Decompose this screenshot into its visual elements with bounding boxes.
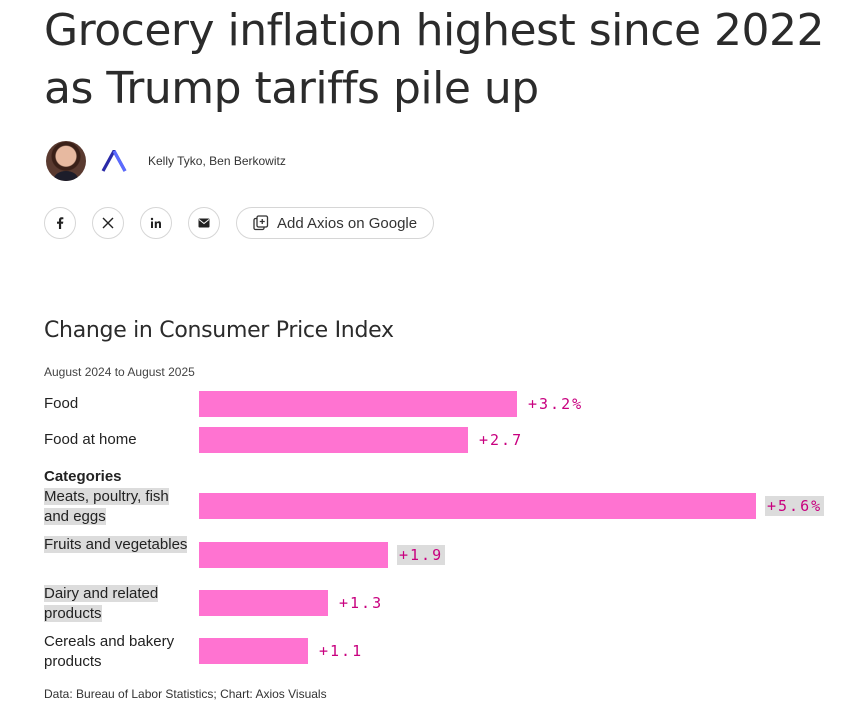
value-label: +3.2% (528, 395, 584, 413)
headline: Grocery inflation highest since 2022 as … (44, 5, 825, 114)
value-label: +2.7 (479, 431, 524, 449)
category-label: Cereals and bakery products (44, 633, 175, 670)
add-axios-on-google-label: Add Axios on Google (277, 214, 418, 232)
add-axios-on-google-button[interactable]: Add Axios on Google (236, 207, 435, 239)
value-label: +1.9 (397, 545, 446, 565)
chart-source: Data: Bureau of Labor Statistics; Chart:… (44, 687, 327, 701)
email-share-button[interactable] (188, 207, 220, 239)
bar (199, 427, 468, 453)
bar (199, 590, 328, 616)
linkedin-share-button[interactable] (140, 207, 172, 239)
author-avatar[interactable] (46, 141, 86, 181)
facebook-share-button[interactable] (44, 207, 76, 239)
bar (199, 493, 756, 519)
facebook-icon (57, 217, 64, 229)
axios-logo-icon[interactable] (100, 147, 128, 175)
category-label: Dairy and related products (44, 585, 159, 622)
category-label: Food at home (44, 431, 137, 448)
value-label: +1.1 (319, 642, 364, 660)
chart-title: Change in Consumer Price Index (44, 318, 394, 343)
bar (199, 638, 308, 664)
categories-heading: Categories (44, 468, 122, 485)
category-label: Food (44, 395, 79, 412)
category-label: Fruits and vegetables (44, 536, 188, 553)
byline: Kelly Tyko, Ben Berkowitz (46, 141, 286, 181)
category-label: Meats, poultry, fish and eggs (44, 488, 169, 525)
bar (199, 542, 388, 568)
add-source-icon (253, 215, 269, 231)
email-icon (198, 218, 210, 228)
x-icon (102, 217, 114, 229)
linkedin-icon (150, 217, 161, 228)
author-names[interactable]: Kelly Tyko, Ben Berkowitz (148, 154, 286, 168)
chart-subtitle: August 2024 to August 2025 (44, 365, 195, 379)
value-label: +5.6% (765, 496, 825, 516)
x-share-button[interactable] (92, 207, 124, 239)
value-label: +1.3 (339, 594, 384, 612)
share-row: Add Axios on Google (44, 207, 435, 239)
bar (199, 391, 517, 417)
